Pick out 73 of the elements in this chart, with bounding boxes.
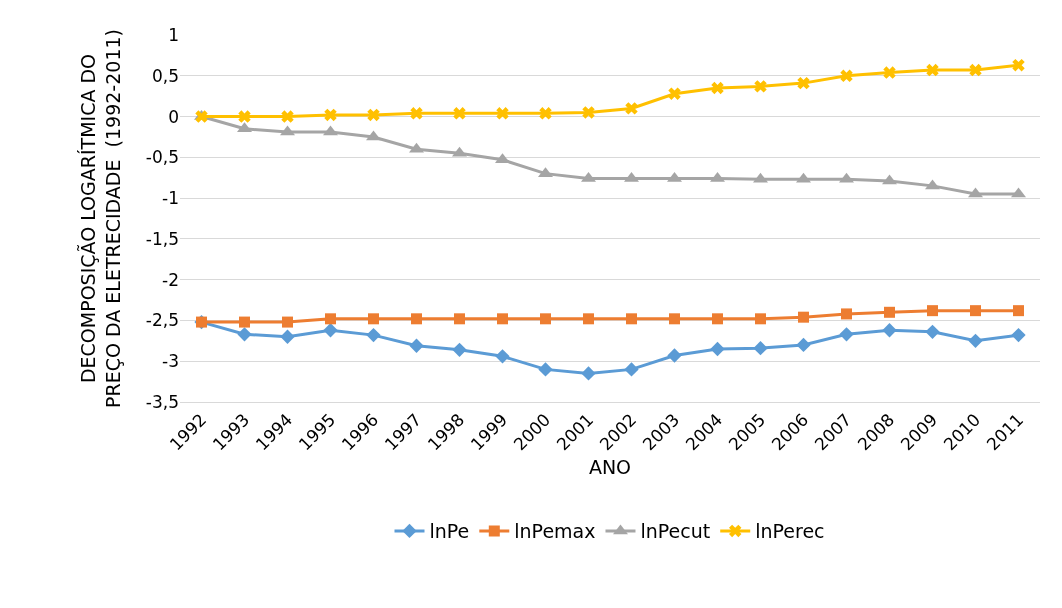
point xyxy=(410,107,423,120)
point xyxy=(368,313,379,325)
y-tick-label: -0,5 xyxy=(145,147,179,168)
point xyxy=(841,308,852,320)
point xyxy=(927,305,938,317)
point xyxy=(453,107,466,120)
y-tick-label: 1 xyxy=(168,24,179,45)
y-tick-label: -3 xyxy=(162,351,179,372)
point xyxy=(840,69,853,82)
point xyxy=(626,313,637,325)
point xyxy=(539,107,552,120)
y-tick-label: -3,5 xyxy=(145,391,179,412)
point xyxy=(797,76,810,90)
y-tick-label: -1 xyxy=(162,188,179,209)
point xyxy=(796,337,811,353)
point xyxy=(452,342,467,357)
point xyxy=(925,324,940,340)
y-tick-label: 0 xyxy=(168,106,179,127)
point xyxy=(409,338,424,353)
point xyxy=(582,106,595,119)
legend-label: lnPemax xyxy=(514,520,596,543)
point xyxy=(239,316,250,328)
y-tick-label: -2 xyxy=(162,269,179,290)
point xyxy=(583,313,594,325)
point xyxy=(667,348,682,363)
point xyxy=(883,66,896,79)
point xyxy=(282,316,293,328)
point xyxy=(280,329,295,344)
point xyxy=(884,306,895,318)
point xyxy=(755,313,766,325)
point xyxy=(238,110,251,123)
point xyxy=(969,63,982,77)
point xyxy=(669,313,680,325)
point xyxy=(798,311,809,323)
point xyxy=(581,366,596,381)
point xyxy=(454,313,465,325)
point xyxy=(538,362,553,377)
point xyxy=(754,80,767,93)
point xyxy=(495,349,510,364)
point xyxy=(496,107,509,120)
point xyxy=(968,333,983,348)
legend-label: lnPecut xyxy=(640,520,711,543)
y-tick-label: -2,5 xyxy=(145,310,179,331)
point xyxy=(1011,327,1026,343)
point xyxy=(281,110,294,123)
x-axis-title: ANO xyxy=(588,456,632,479)
point xyxy=(497,313,508,325)
point xyxy=(970,305,981,317)
point xyxy=(839,327,854,342)
y-axis-title: DECOMPOSIÇÃO LOGARÍTMICA DO PREÇO DA ELETRECIDADE (1992-2011) xyxy=(76,29,124,408)
point xyxy=(668,87,681,100)
point xyxy=(926,63,939,77)
point xyxy=(625,102,638,115)
point xyxy=(710,341,725,357)
point xyxy=(711,81,724,95)
point xyxy=(323,323,338,338)
point xyxy=(753,341,768,356)
point xyxy=(540,313,551,325)
point xyxy=(1012,58,1025,72)
y-tick-label: -1,5 xyxy=(145,228,179,249)
point xyxy=(324,108,337,122)
point xyxy=(367,108,380,122)
point xyxy=(1013,305,1024,317)
point xyxy=(237,327,252,342)
point xyxy=(882,323,897,338)
legend-label: lnPe xyxy=(429,520,470,543)
point xyxy=(366,327,381,343)
point xyxy=(411,313,422,325)
point xyxy=(325,313,336,325)
point xyxy=(712,313,723,325)
legend-label: lnPerec xyxy=(755,520,825,543)
point xyxy=(624,362,639,377)
y-tick-label: 0,5 xyxy=(151,65,179,86)
